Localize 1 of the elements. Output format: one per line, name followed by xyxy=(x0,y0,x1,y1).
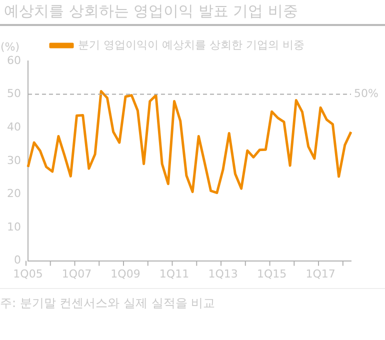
y-axis-title: (%) xyxy=(0,40,20,54)
